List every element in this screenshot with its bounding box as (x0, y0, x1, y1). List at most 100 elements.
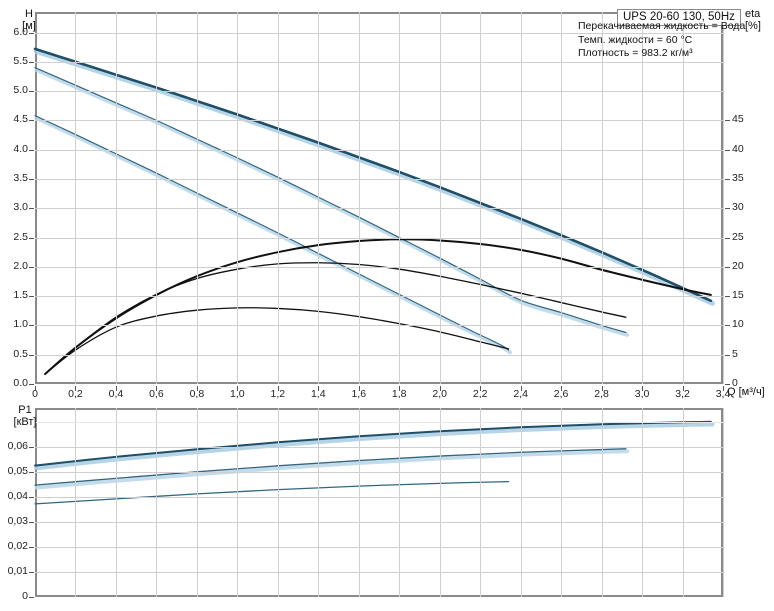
y-tickmark-head (29, 149, 34, 151)
gridline-vertical (723, 12, 724, 384)
y-tick-label-head: 3.0 (13, 201, 28, 214)
y2-tick-label-eta: 25 (732, 230, 744, 243)
gridline-horizontal (35, 521, 723, 523)
x-tickmark (35, 386, 36, 391)
gridline-horizontal (35, 61, 723, 63)
gridline-vertical (439, 408, 441, 597)
gridline-vertical (75, 12, 77, 384)
curve-мощность-p1---скорость-iii (34, 420, 712, 467)
gridline-vertical (480, 408, 482, 597)
x-tick-label: 2,4 (513, 388, 528, 400)
power-plot-border-bottom (35, 595, 723, 597)
liquid-density-text: Плотность = 983.2 кг/м³ (578, 47, 693, 59)
y-tick-label-head: 5.0 (13, 84, 28, 97)
y2-tickmark-eta (725, 208, 730, 210)
x-tickmark (115, 386, 117, 391)
x-tickmark (601, 386, 603, 391)
power-plot-border-top (35, 408, 723, 410)
gridline-vertical (156, 12, 158, 384)
y-tickmark-head (29, 120, 34, 122)
curve-shadow (34, 422, 715, 471)
gridline-vertical (277, 408, 279, 597)
gridline-vertical (682, 408, 684, 597)
gridline-vertical (642, 12, 644, 384)
x-tick-label: 1,4 (310, 388, 326, 400)
y-tick-label-head: 2.0 (13, 259, 28, 272)
power-plot-border-left (35, 408, 37, 597)
y2-tick-label-eta: 35 (732, 171, 744, 184)
eta-axis-symbol: eta (745, 8, 761, 20)
power-axis-unit: [кВт] (13, 416, 37, 428)
x-tick-label: 2,8 (594, 388, 609, 400)
y-tick-label-head: 0.0 (13, 377, 28, 389)
gridline-horizontal (35, 237, 723, 239)
y2-tickmark-eta (725, 384, 730, 385)
curve-мощность-p1---скорость-ii (34, 448, 627, 486)
gridline-vertical (561, 12, 563, 384)
head-axis-caption: H [м] (14, 8, 44, 32)
y-tickmark-head (29, 178, 34, 180)
gridline-horizontal (35, 91, 723, 93)
plot-border-left (35, 12, 37, 384)
gridline-vertical (115, 408, 117, 597)
x-tickmark (520, 386, 522, 391)
y-tickmark-head (29, 91, 34, 93)
y-tickmark-head (29, 237, 34, 239)
x-tickmark (358, 386, 360, 391)
y-tick-label-head: 3.5 (13, 171, 28, 184)
y-tickmark-head (29, 208, 34, 210)
eta-axis-unit: [%] (745, 20, 761, 32)
y-tickmark-head (29, 325, 34, 327)
x-tick-label: 2,2 (472, 388, 488, 400)
x-tickmark (723, 386, 724, 391)
y2-tickmark-eta (725, 296, 730, 298)
y-tick-label-power: 0,02 (7, 539, 28, 552)
y-tickmark-power (29, 471, 34, 473)
gridline-vertical (358, 12, 360, 384)
eta-axis-caption: eta [%] (745, 8, 774, 32)
gridline-horizontal (35, 571, 723, 573)
gridline-vertical (439, 12, 441, 384)
x-tick-label: 1,2 (270, 388, 286, 400)
x-tickmark (399, 386, 401, 391)
gridline-horizontal (35, 546, 723, 548)
power-plot (34, 408, 724, 597)
power-curves-svg (34, 420, 715, 505)
pumped-liquid-text: Перекачиваемая жидкость = Вода (578, 20, 746, 32)
y2-tick-label-eta: 15 (732, 289, 744, 302)
gridline-horizontal (35, 32, 723, 34)
y-tickmark-head (29, 266, 34, 268)
y2-tickmark-eta (725, 149, 730, 151)
y-tick-label-head: 1.0 (13, 318, 28, 331)
gridline-vertical (156, 408, 158, 597)
gridline-vertical (318, 408, 320, 597)
y2-tick-label-eta: 0 (732, 377, 738, 389)
plot-border-right (721, 12, 723, 384)
y-tickmark-head (29, 384, 34, 385)
y-tick-label-head: 6.0 (13, 25, 28, 38)
y2-tickmark-eta (725, 325, 730, 327)
x-tickmark (237, 386, 239, 391)
plot-border-top (35, 12, 723, 14)
power-axis-caption: P1 [кВт] (6, 404, 44, 428)
gridline-horizontal (35, 496, 723, 498)
x-tickmark (480, 386, 482, 391)
gridline-vertical (520, 12, 522, 384)
gridline-vertical (399, 408, 401, 597)
x-tickmark (561, 386, 563, 391)
y2-tickmark-eta (725, 266, 730, 268)
x-tick-label: 2,0 (432, 388, 447, 400)
x-tick-label: 0,8 (189, 388, 205, 400)
plot-border-bottom (35, 382, 723, 384)
x-tickmark (196, 386, 198, 391)
liquid-temp-text: Темп. жидкости = 60 °C (578, 33, 693, 46)
y-tick-label-head: 1.5 (13, 289, 28, 302)
flow-axis-caption: Q [м³/ч] (727, 386, 765, 398)
y2-tickmark-eta (725, 178, 730, 180)
y-tick-label-head: 0.5 (13, 347, 28, 360)
y2-tick-label-eta: 10 (732, 318, 744, 331)
x-tickmark (277, 386, 279, 391)
gridline-vertical (358, 408, 360, 597)
y-tickmark-head (29, 296, 34, 298)
